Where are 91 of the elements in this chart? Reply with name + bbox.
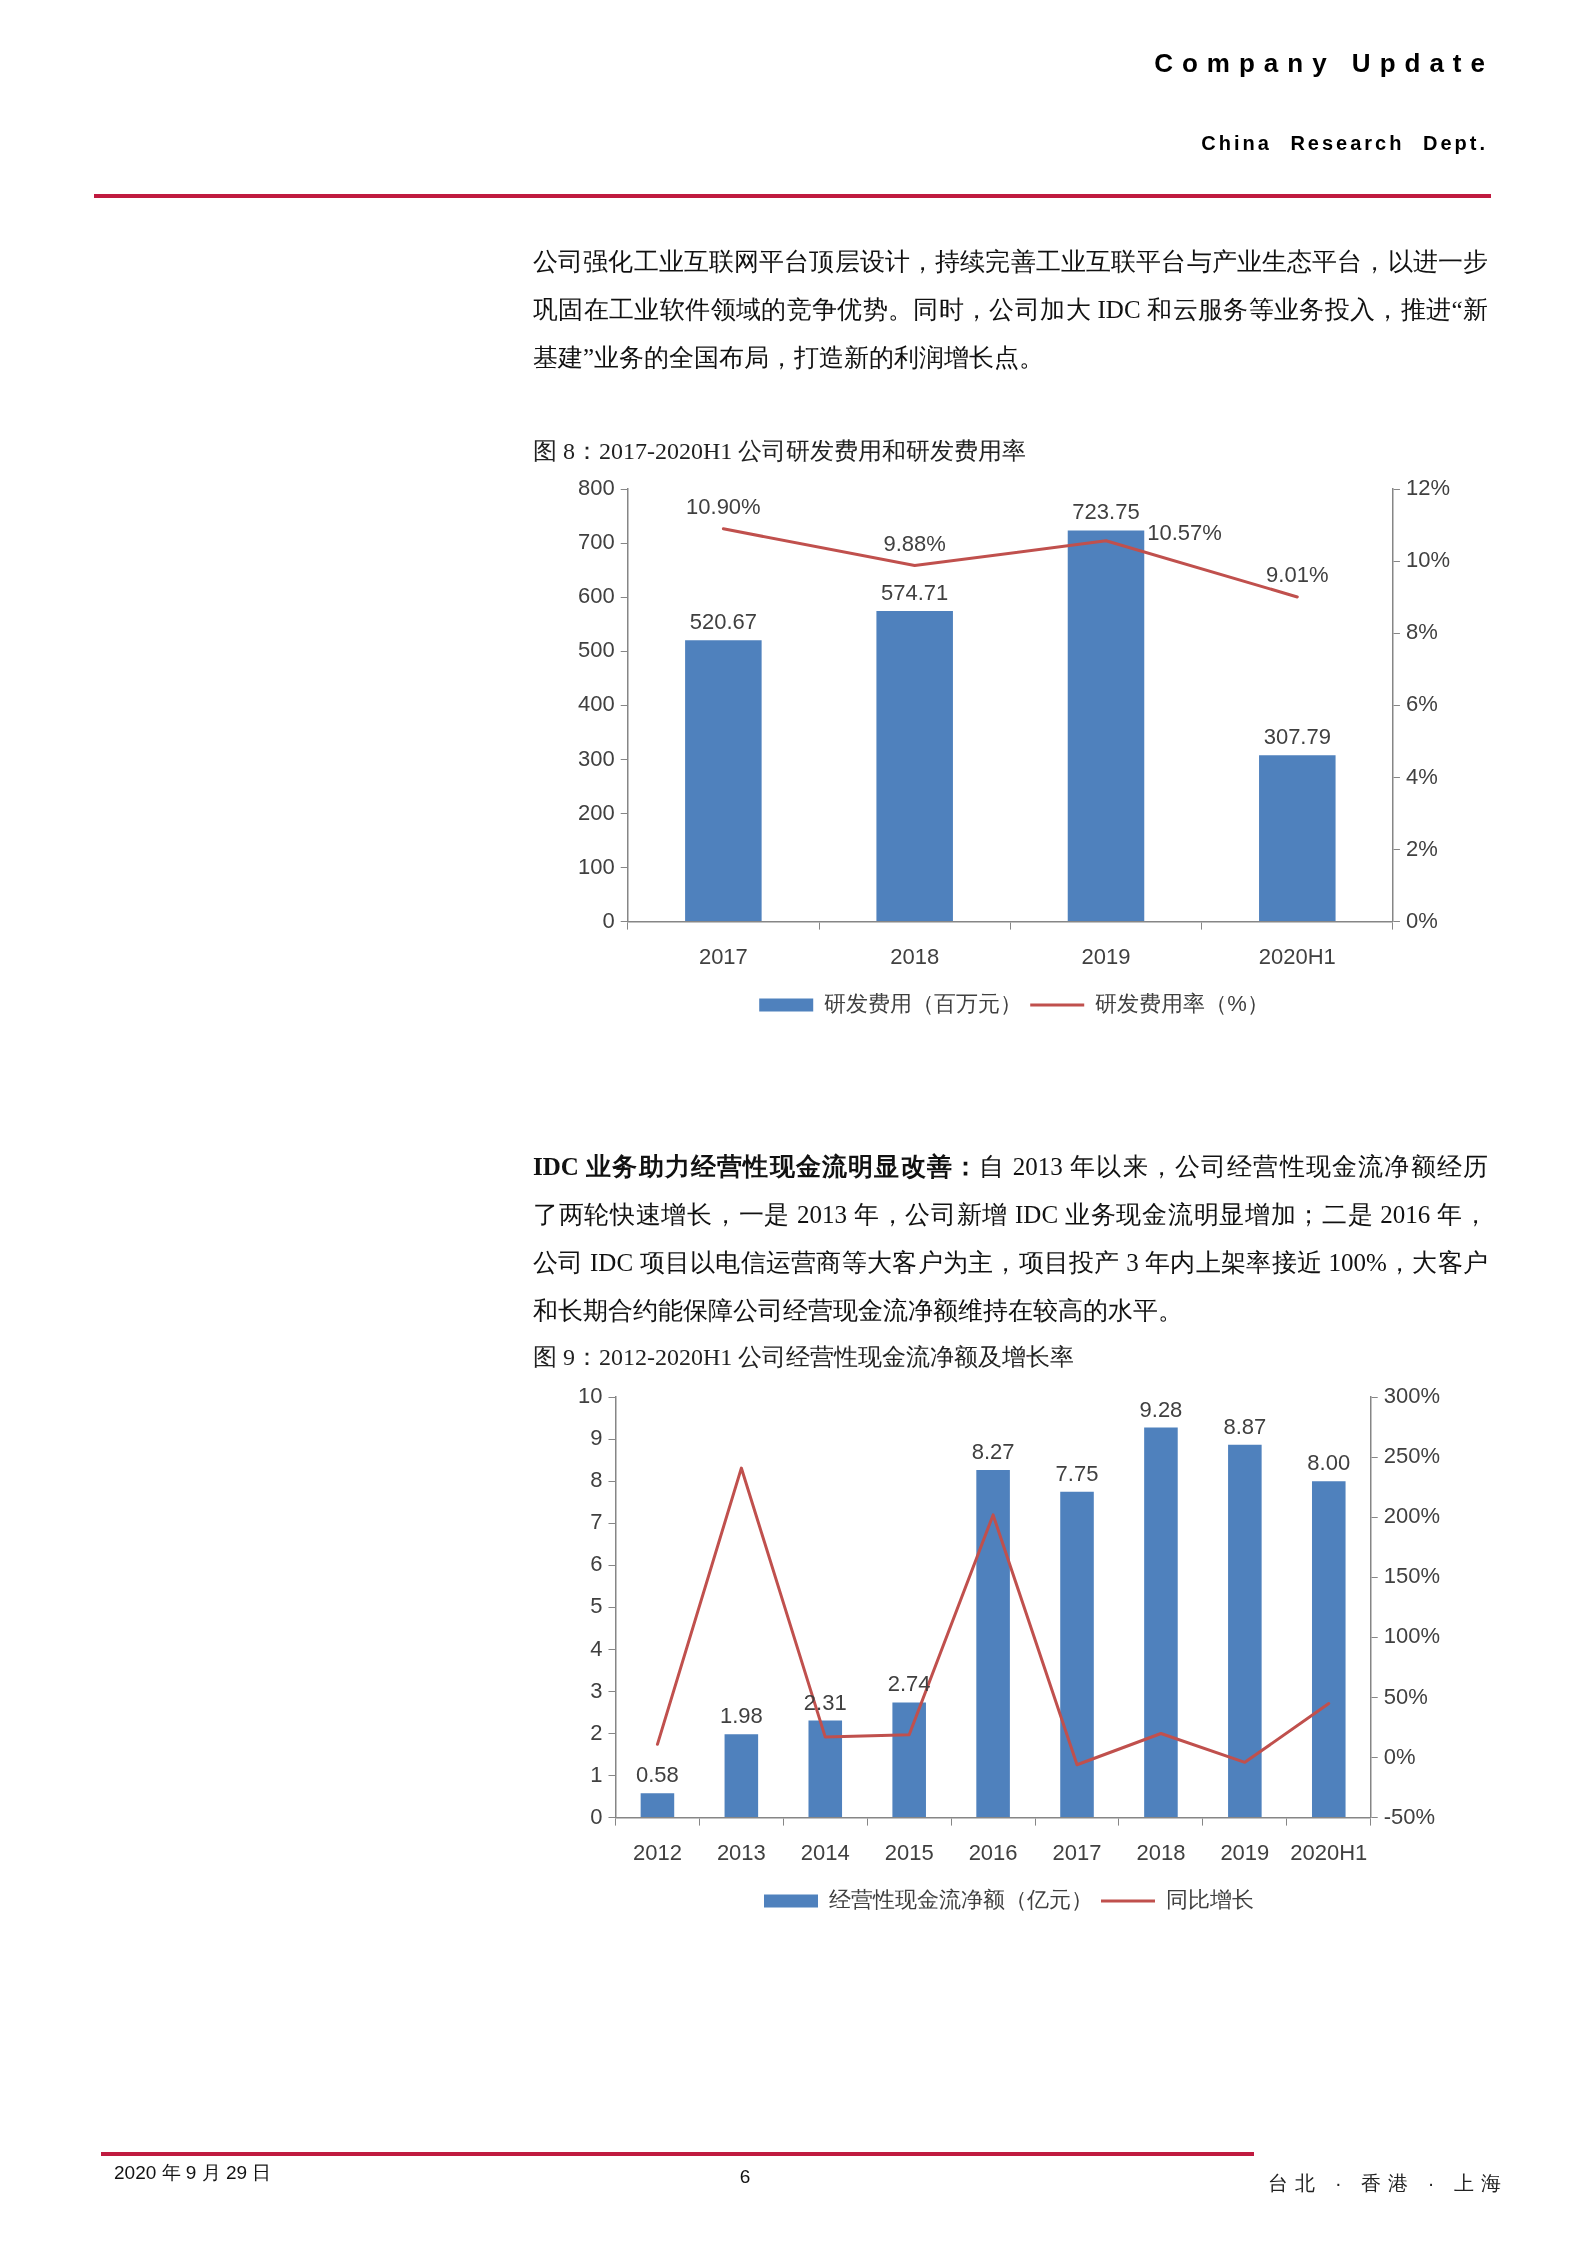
y2-tick-label: 250% bbox=[1383, 1443, 1441, 1469]
data-label: 10.57% bbox=[1147, 519, 1222, 545]
text: 2020 年 9 月 29 日 bbox=[114, 2161, 272, 2185]
x-tick-label: 2014 bbox=[800, 1839, 850, 1865]
y-tick-label: 0 bbox=[590, 1803, 603, 1829]
text: 了两轮快速增长，一是 2013 年，公司新增 IDC 业务现金流明显增加；二是 2016 年，公司 IDC 项目以电信运营商等大客户为主，项目投产 3 年内上架率接近 100%，大客户和长期合约能保障公司经营现金流净额维持在较高的水平。 bbox=[533, 1200, 1488, 1326]
x-tick-label: 2020H1 bbox=[1258, 943, 1336, 969]
data-label: 10.90% bbox=[686, 493, 761, 519]
legend-label: 研发费用（百万元） bbox=[824, 991, 1023, 1017]
y-tick-label: 500 bbox=[577, 637, 615, 663]
y2-tick-label: 12% bbox=[1405, 475, 1451, 501]
y-tick-label: 400 bbox=[577, 691, 615, 717]
bar bbox=[1259, 755, 1336, 922]
y2-tick-label: 2% bbox=[1405, 835, 1438, 861]
bar bbox=[1067, 530, 1145, 922]
data-label: 9.88% bbox=[883, 530, 946, 556]
data-label: 8.27 bbox=[971, 1438, 1015, 1464]
bar bbox=[1311, 1481, 1346, 1818]
chart-title: 图 9：2012-2020H1 公司经营性现金流净额及增长率 bbox=[533, 1343, 1075, 1372]
data-label: 723.75 bbox=[1072, 499, 1140, 525]
x-tick-label: 2020H1 bbox=[1290, 1839, 1368, 1865]
y2-tick-label: 4% bbox=[1405, 763, 1438, 789]
y-tick-label: 100 bbox=[577, 853, 615, 879]
data-label: 9.28 bbox=[1139, 1396, 1183, 1422]
data-label: 9.01% bbox=[1266, 562, 1329, 587]
y-tick-label: 2 bbox=[590, 1719, 603, 1745]
x-tick-label: 2017 bbox=[698, 943, 748, 969]
y2-tick-label: 8% bbox=[1405, 619, 1438, 645]
bar bbox=[685, 640, 762, 922]
y-tick-label: 1 bbox=[590, 1761, 603, 1787]
y-tick-label: 200 bbox=[577, 799, 615, 825]
text: 6 bbox=[738, 2166, 752, 2188]
text: China Research Dept. bbox=[1201, 132, 1488, 155]
y-tick-label: 800 bbox=[577, 475, 615, 501]
x-tick-label: 2017 bbox=[1052, 1839, 1102, 1865]
bar bbox=[724, 1734, 759, 1818]
bar bbox=[892, 1702, 926, 1818]
y-tick-label: 3 bbox=[590, 1677, 603, 1703]
y2-tick-label: 300% bbox=[1383, 1383, 1441, 1409]
text: 公司强化工业互联网平台顶层设计，持续完善工业互联平台与产业生态平台，以进一步巩固在工业软件领域的竞争优势。同时，公司加大 IDC 和云服务等业务投入，推进“新基建”业务的全国布局，打造新的利润增长点。 bbox=[533, 247, 1488, 373]
text: Company Update bbox=[1154, 48, 1494, 79]
y-tick-label: 4 bbox=[590, 1635, 603, 1661]
bar bbox=[876, 610, 953, 922]
y-tick-label: 0 bbox=[602, 907, 615, 933]
y-tick-label: 9 bbox=[590, 1425, 603, 1451]
legend-label: 同比增长 bbox=[1166, 1887, 1254, 1913]
x-tick-label: 2013 bbox=[716, 1839, 766, 1865]
y-tick-label: 300 bbox=[577, 745, 615, 771]
y2-tick-label: 100% bbox=[1383, 1623, 1441, 1649]
data-label: 520.67 bbox=[689, 609, 758, 635]
y2-tick-label: -50% bbox=[1383, 1803, 1436, 1829]
bar bbox=[1144, 1427, 1178, 1818]
y-tick-label: 10 bbox=[577, 1383, 603, 1409]
y2-tick-label: 10% bbox=[1405, 547, 1451, 573]
x-tick-label: 2018 bbox=[1136, 1839, 1186, 1865]
data-label: 574.71 bbox=[881, 580, 949, 606]
data-label: 1.98 bbox=[719, 1703, 763, 1729]
y-tick-label: 600 bbox=[577, 583, 615, 609]
legend-label: 研发费用率（%） bbox=[1095, 991, 1269, 1017]
x-tick-label: 2018 bbox=[890, 943, 940, 969]
bar bbox=[1228, 1444, 1262, 1818]
y2-tick-label: 50% bbox=[1383, 1683, 1428, 1709]
y-tick-label: 8 bbox=[590, 1467, 603, 1493]
x-tick-label: 2012 bbox=[632, 1839, 682, 1865]
data-label: 307.79 bbox=[1263, 724, 1331, 750]
data-label: 8.87 bbox=[1223, 1413, 1267, 1439]
legend-label: 经营性现金流净额（亿元） bbox=[829, 1887, 1093, 1913]
y2-tick-label: 6% bbox=[1405, 691, 1438, 717]
bar bbox=[976, 1469, 1010, 1818]
x-tick-label: 2019 bbox=[1220, 1839, 1270, 1865]
x-tick-label: 2015 bbox=[884, 1839, 934, 1865]
y-tick-label: 700 bbox=[577, 529, 615, 555]
text: IDC 业务助力经营性现金流明显改善： bbox=[533, 1153, 980, 1180]
y2-tick-label: 200% bbox=[1383, 1503, 1441, 1529]
y-tick-label: 7 bbox=[590, 1509, 603, 1535]
data-label: 0.58 bbox=[636, 1762, 679, 1788]
x-tick-label: 2016 bbox=[968, 1839, 1018, 1865]
y-tick-label: 6 bbox=[590, 1551, 603, 1577]
text: 台北 · 香港 · 上海 bbox=[1268, 2171, 1508, 2196]
data-label: 8.00 bbox=[1307, 1450, 1351, 1476]
y2-tick-label: 0% bbox=[1383, 1743, 1416, 1769]
bar bbox=[808, 1720, 843, 1818]
bar bbox=[1060, 1491, 1094, 1818]
chart-title: 图 8：2017-2020H1 公司研发费用和研发费用率 bbox=[533, 437, 1027, 466]
y2-tick-label: 150% bbox=[1383, 1563, 1441, 1589]
bar bbox=[640, 1793, 675, 1818]
x-tick-label: 2019 bbox=[1081, 943, 1131, 969]
y-tick-label: 5 bbox=[590, 1593, 603, 1619]
y2-tick-label: 0% bbox=[1405, 907, 1438, 933]
text: 自 2013 年以来，公司经营性现金流净额经历 bbox=[979, 1153, 1489, 1180]
data-label: 7.75 bbox=[1055, 1460, 1099, 1486]
